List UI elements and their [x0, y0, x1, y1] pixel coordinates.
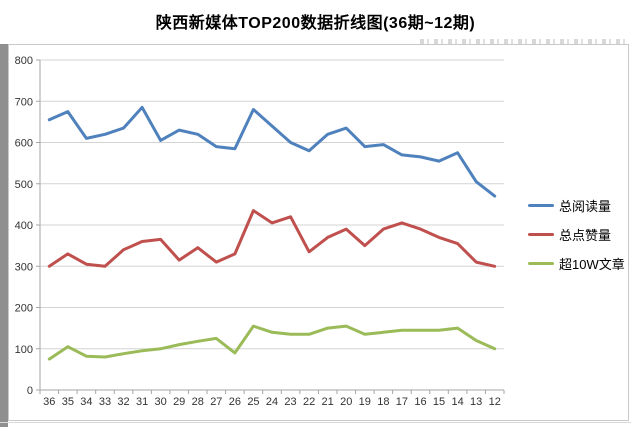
svg-text:13: 13	[470, 396, 482, 408]
legend-swatch-red	[528, 232, 554, 236]
svg-text:17: 17	[396, 396, 408, 408]
chart-frame	[8, 44, 629, 421]
svg-text:19: 19	[359, 396, 371, 408]
svg-text:100: 100	[15, 344, 33, 356]
svg-text:27: 27	[210, 396, 222, 408]
svg-text:35: 35	[62, 396, 74, 408]
svg-text:700: 700	[15, 96, 33, 108]
svg-text:36: 36	[43, 396, 55, 408]
svg-text:500: 500	[15, 179, 33, 191]
svg-text:14: 14	[451, 396, 463, 408]
left-edge-strip	[0, 44, 8, 427]
svg-text:20: 20	[340, 396, 352, 408]
svg-text:30: 30	[155, 396, 167, 408]
svg-text:15: 15	[433, 396, 445, 408]
watermark	[420, 39, 625, 44]
svg-text:200: 200	[15, 303, 33, 315]
svg-text:33: 33	[99, 396, 111, 408]
legend-item-total-reads: 总阅读量	[528, 197, 625, 214]
legend-swatch-green	[528, 261, 554, 265]
chart-legend: 总阅读量 总点赞量 超10W文章	[528, 197, 625, 272]
svg-text:400: 400	[15, 220, 33, 232]
svg-text:26: 26	[229, 396, 241, 408]
svg-text:21: 21	[322, 396, 334, 408]
svg-text:31: 31	[136, 396, 148, 408]
legend-item-total-likes: 总点赞量	[528, 226, 625, 243]
legend-swatch-blue	[528, 203, 554, 207]
svg-text:12: 12	[489, 396, 501, 408]
legend-label: 超10W文章	[559, 256, 625, 272]
svg-text:18: 18	[377, 396, 389, 408]
legend-label: 总阅读量	[559, 198, 612, 214]
svg-text:24: 24	[266, 396, 278, 408]
legend-item-over-100k-articles: 超10W文章	[528, 255, 625, 272]
svg-text:25: 25	[247, 396, 259, 408]
svg-text:29: 29	[173, 396, 185, 408]
svg-text:28: 28	[192, 396, 204, 408]
chart-title: 陕西新媒体TOP200数据折线图(36期~12期)	[155, 15, 476, 32]
legend-label: 总点赞量	[559, 227, 612, 243]
svg-text:22: 22	[303, 396, 315, 408]
svg-text:0: 0	[27, 385, 33, 397]
svg-text:300: 300	[15, 261, 33, 273]
frame-bottom-line	[0, 422, 631, 423]
svg-text:32: 32	[117, 396, 129, 408]
svg-text:34: 34	[80, 396, 92, 408]
svg-text:23: 23	[284, 396, 296, 408]
svg-text:800: 800	[15, 55, 33, 67]
svg-text:600: 600	[15, 138, 33, 150]
svg-text:16: 16	[414, 396, 426, 408]
